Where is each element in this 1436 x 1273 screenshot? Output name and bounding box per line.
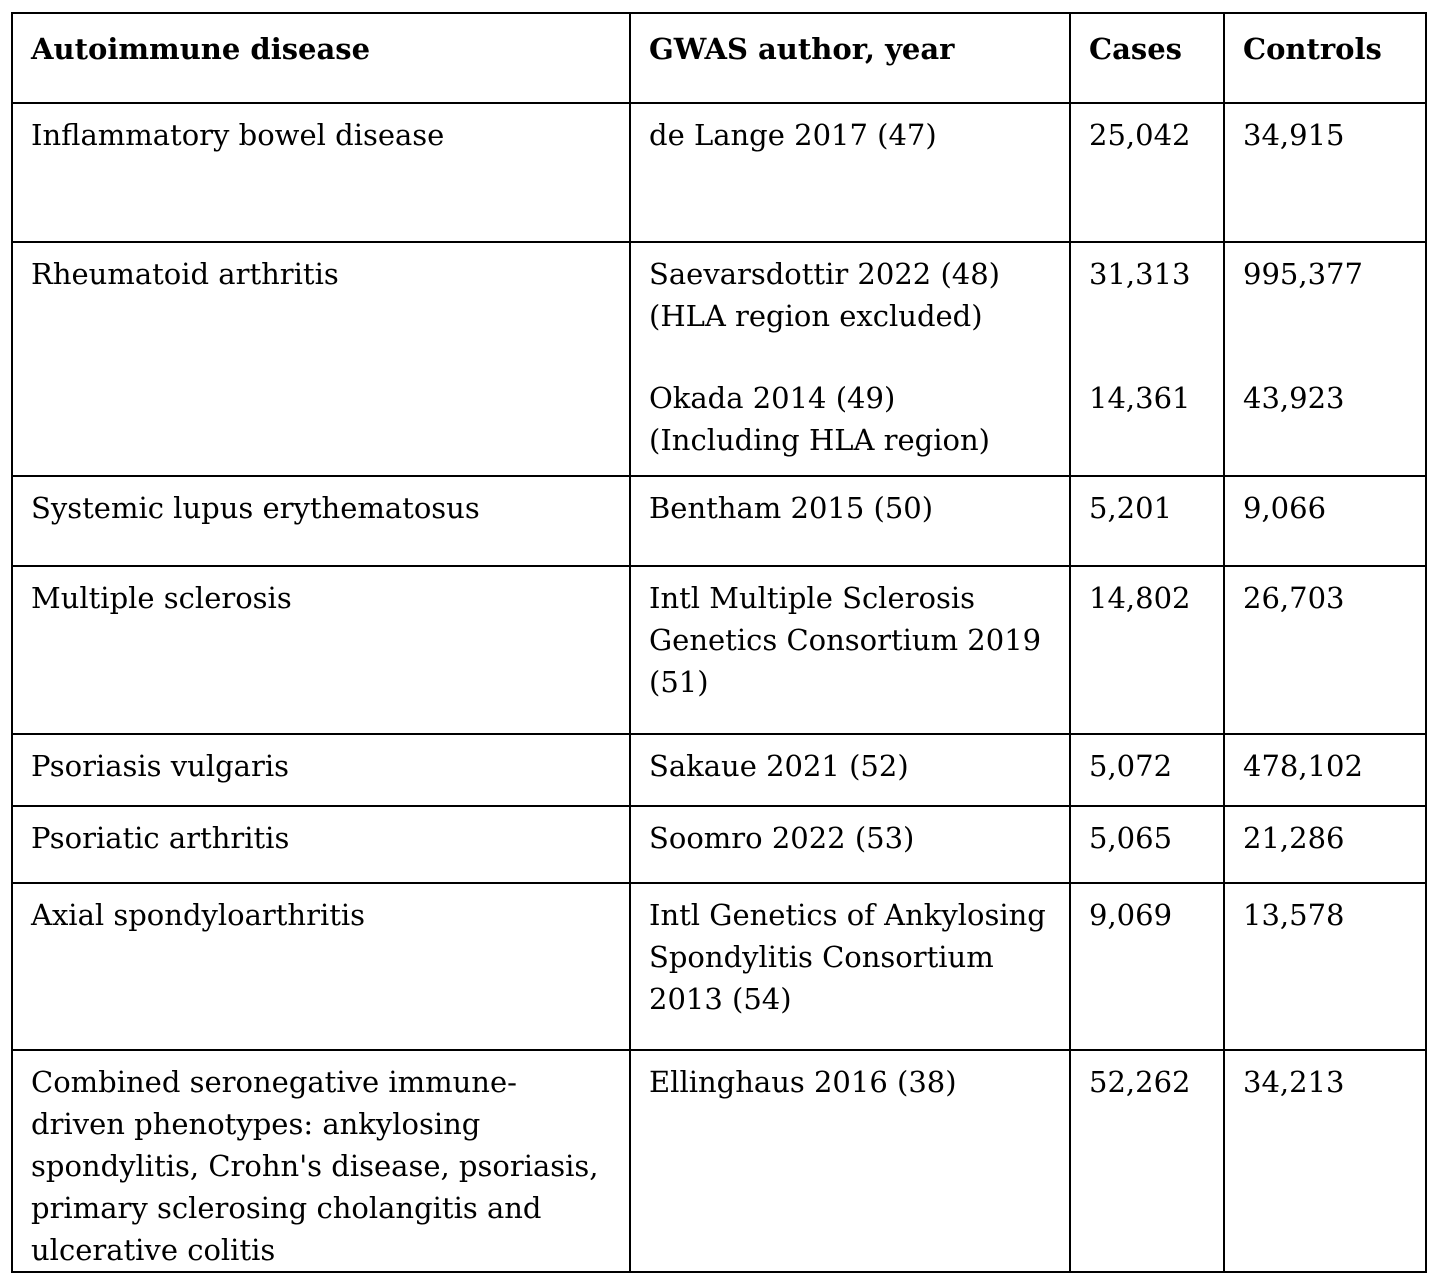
controls-cell: 478,102 [1223, 733, 1427, 807]
author-line: 2013 (54) [649, 982, 792, 1016]
controls-value: 9,066 [1243, 491, 1327, 525]
controls-value: 21,286 [1243, 821, 1345, 855]
disease-line: driven phenotypes: ankylosing [31, 1107, 481, 1141]
disease-line: Multiple sclerosis [31, 581, 292, 615]
author-cell: Ellinghaus 2016 (38) [629, 1049, 1071, 1273]
cases-value: 52,262 [1089, 1065, 1191, 1099]
empty-line [1089, 295, 1205, 337]
cases-value: 9,069 [1089, 898, 1173, 932]
author-line: de Lange 2017 (47) [649, 118, 937, 152]
author-line: (51) [649, 665, 709, 699]
table-row: Combined seronegative immune- driven phe… [11, 1049, 1427, 1273]
controls-value: 34,915 [1243, 118, 1345, 152]
author-line: Saevarsdottir 2022 (48) [649, 257, 1000, 291]
controls-value: 478,102 [1243, 749, 1363, 783]
author-line: Genetics Consortium 2019 [649, 623, 1042, 657]
cases-cell: 31,313 14,361 [1069, 241, 1225, 477]
table-row: Psoriatic arthritis Soomro 2022 (53) 5,0… [11, 805, 1427, 884]
author-line: Sakaue 2021 (52) [649, 749, 909, 783]
controls-cell: 13,578 [1223, 882, 1427, 1051]
controls-value: 26,703 [1243, 581, 1345, 615]
author-cell: Saevarsdottir 2022 (48) (HLA region excl… [629, 241, 1071, 477]
cases-value: 5,072 [1089, 749, 1173, 783]
disease-line: Psoriasis vulgaris [31, 749, 289, 783]
study-spacer [1089, 337, 1205, 377]
disease-cell: Axial spondyloarthritis [11, 882, 631, 1051]
cases-value: 5,065 [1089, 821, 1173, 855]
controls-value: 43,923 [1243, 381, 1345, 415]
disease-cell: Psoriasis vulgaris [11, 733, 631, 807]
cases-value: 31,313 [1089, 257, 1191, 291]
gwas-table: Autoimmune disease GWAS author, year Cas… [11, 12, 1427, 1273]
table-row: Axial spondyloarthritis Intl Genetics of… [11, 882, 1427, 1051]
controls-cell: 26,703 [1223, 565, 1427, 735]
cases-cell: 14,802 [1069, 565, 1225, 735]
author-cell: Intl Multiple Sclerosis Genetics Consort… [629, 565, 1071, 735]
table-row: Rheumatoid arthritis Saevarsdottir 2022 … [11, 241, 1427, 477]
table-row: Inflammatory bowel disease de Lange 2017… [11, 102, 1427, 243]
table-row: Psoriasis vulgaris Sakaue 2021 (52) 5,07… [11, 733, 1427, 807]
table-header-row: Autoimmune disease GWAS author, year Cas… [11, 12, 1427, 104]
controls-value: 13,578 [1243, 898, 1345, 932]
controls-cell: 995,377 43,923 [1223, 241, 1427, 477]
cases-value: 5,201 [1089, 491, 1173, 525]
empty-line [1243, 295, 1407, 337]
author-cell: Sakaue 2021 (52) [629, 733, 1071, 807]
cases-cell: 25,042 [1069, 102, 1225, 243]
controls-value: 995,377 [1243, 257, 1363, 291]
author-cell: de Lange 2017 (47) [629, 102, 1071, 243]
author-cell: Bentham 2015 (50) [629, 475, 1071, 567]
header-cases: Cases [1069, 12, 1225, 104]
cases-cell: 5,065 [1069, 805, 1225, 884]
cases-cell: 5,201 [1069, 475, 1225, 567]
disease-line: Axial spondyloarthritis [31, 898, 366, 932]
disease-line: Inflammatory bowel disease [31, 118, 445, 152]
disease-line: Psoriatic arthritis [31, 821, 290, 855]
cases-cell: 52,262 [1069, 1049, 1225, 1273]
study-spacer [649, 337, 1051, 377]
controls-cell: 21,286 [1223, 805, 1427, 884]
controls-cell: 34,915 [1223, 102, 1427, 243]
disease-cell: Systemic lupus erythematosus [11, 475, 631, 567]
author-line: Okada 2014 (49) [649, 381, 896, 415]
author-line: Intl Genetics of Ankylosing [649, 898, 1046, 932]
author-line: Spondylitis Consortium [649, 940, 994, 974]
disease-line: Combined seronegative immune- [31, 1065, 517, 1099]
header-gwas-author: GWAS author, year [629, 12, 1071, 104]
cases-value: 14,361 [1089, 381, 1191, 415]
cases-value: 14,802 [1089, 581, 1191, 615]
author-line: Soomro 2022 (53) [649, 821, 915, 855]
controls-cell: 9,066 [1223, 475, 1427, 567]
disease-line: spondylitis, Crohn's disease, psoriasis, [31, 1149, 599, 1183]
author-line: (Including HLA region) [649, 423, 990, 457]
disease-cell: Rheumatoid arthritis [11, 241, 631, 477]
disease-line: ulcerative colitis [31, 1233, 276, 1267]
cases-cell: 5,072 [1069, 733, 1225, 807]
disease-cell: Multiple sclerosis [11, 565, 631, 735]
author-line: Intl Multiple Sclerosis [649, 581, 975, 615]
author-line: Bentham 2015 (50) [649, 491, 934, 525]
table-row: Multiple sclerosis Intl Multiple Scleros… [11, 565, 1427, 735]
study-spacer [1243, 337, 1407, 377]
disease-line: primary sclerosing cholangitis and [31, 1191, 542, 1225]
author-line: Ellinghaus 2016 (38) [649, 1065, 957, 1099]
disease-line: Rheumatoid arthritis [31, 257, 339, 291]
table-row: Systemic lupus erythematosus Bentham 201… [11, 475, 1427, 567]
author-cell: Intl Genetics of Ankylosing Spondylitis … [629, 882, 1071, 1051]
author-cell: Soomro 2022 (53) [629, 805, 1071, 884]
cases-cell: 9,069 [1069, 882, 1225, 1051]
cases-value: 25,042 [1089, 118, 1191, 152]
controls-cell: 34,213 [1223, 1049, 1427, 1273]
author-line: (HLA region excluded) [649, 299, 983, 333]
disease-line: Systemic lupus erythematosus [31, 491, 480, 525]
controls-value: 34,213 [1243, 1065, 1345, 1099]
disease-cell: Combined seronegative immune- driven phe… [11, 1049, 631, 1273]
disease-cell: Inflammatory bowel disease [11, 102, 631, 243]
header-disease: Autoimmune disease [11, 12, 631, 104]
header-controls: Controls [1223, 12, 1427, 104]
disease-cell: Psoriatic arthritis [11, 805, 631, 884]
